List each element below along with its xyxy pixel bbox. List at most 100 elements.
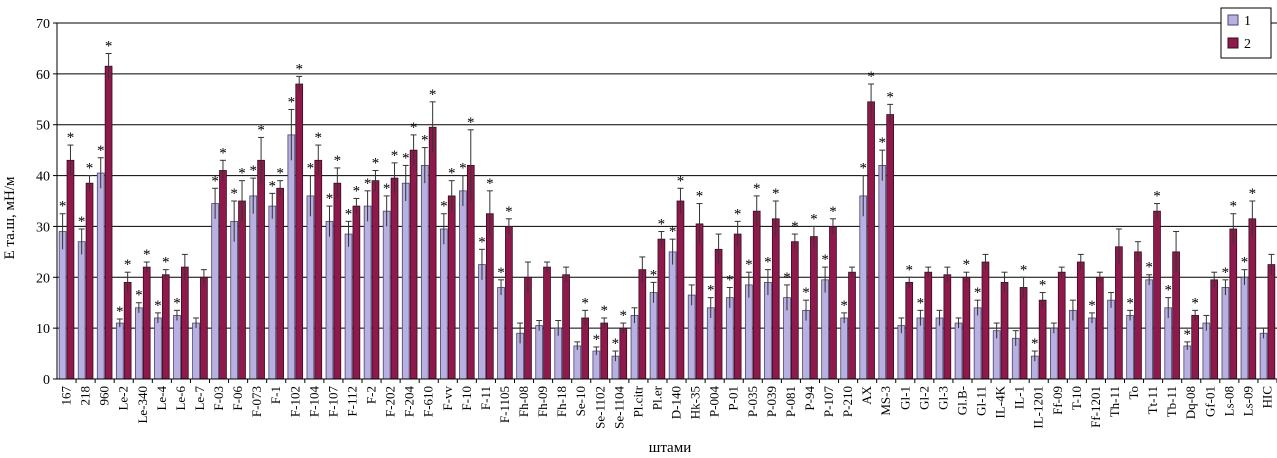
bar-series-1 xyxy=(230,220,238,380)
bar-series-2 xyxy=(1057,271,1066,380)
significance-star: * xyxy=(1249,186,1257,202)
x-tick-label: Le-6 xyxy=(173,386,188,411)
bar-series-1 xyxy=(973,307,982,380)
bar-series-1 xyxy=(115,322,124,380)
significance-star: * xyxy=(734,206,742,222)
significance-star: * xyxy=(1222,265,1230,281)
x-tick-label: F-1 xyxy=(268,386,283,404)
bar-series-2 xyxy=(1229,228,1238,380)
x-tick-label: Se-1102 xyxy=(592,386,607,429)
bar-series-2 xyxy=(924,271,933,380)
bar-series-1 xyxy=(1107,299,1115,380)
legend-swatch-series-1 xyxy=(1227,14,1239,26)
significance-star: * xyxy=(402,150,410,166)
error-bars xyxy=(59,53,1275,362)
x-tick-label: Se-10 xyxy=(573,386,588,416)
legend-label-series-1: 1 xyxy=(1244,14,1251,29)
x-tick-label: Hk-35 xyxy=(688,386,703,419)
bar-series-1 xyxy=(1145,279,1153,380)
x-tick-label: F-073 xyxy=(249,386,264,417)
x-tick-label: Le-2 xyxy=(116,386,131,411)
x-tick-label: F-vv xyxy=(440,386,455,411)
x-tick-label: Tb-11 xyxy=(1164,386,1179,417)
bar-series-1 xyxy=(1164,307,1173,380)
bars xyxy=(58,65,1276,380)
significance-star: * xyxy=(696,189,704,205)
x-tick-label: F-107 xyxy=(325,386,340,418)
bar-series-1 xyxy=(135,307,143,380)
significance-star: * xyxy=(620,308,628,324)
bar-series-2 xyxy=(1019,287,1028,380)
bar-series-2 xyxy=(161,274,170,380)
x-tick-label: F-06 xyxy=(230,386,245,411)
significance-star: * xyxy=(886,89,894,105)
bar-series-2 xyxy=(1000,281,1009,380)
bar-series-1 xyxy=(154,317,162,380)
bar-series-2 xyxy=(543,266,551,380)
x-tick-label: Fh-09 xyxy=(535,386,550,417)
significance-star: * xyxy=(879,135,887,151)
x-axis-title: штами xyxy=(649,440,691,456)
significance-star: * xyxy=(295,61,303,77)
bar-series-2 xyxy=(104,65,113,380)
bar-series-2 xyxy=(447,195,456,380)
significance-star: * xyxy=(593,332,601,348)
x-tick-label: F-102 xyxy=(287,386,302,417)
y-tick-labels: 0 10 20 30 40 50 60 70 xyxy=(36,17,50,388)
significance-star: * xyxy=(67,130,75,146)
significance-star: * xyxy=(135,288,143,304)
x-tick-label: P-035 xyxy=(745,386,760,417)
x-tick-label: P-107 xyxy=(821,386,836,418)
significance-star: * xyxy=(429,87,437,103)
significance-star: * xyxy=(345,206,353,222)
bar-series-2 xyxy=(791,241,799,380)
x-tick-label: IL-1 xyxy=(1012,386,1027,409)
significance-star: * xyxy=(840,298,848,314)
bar-series-2 xyxy=(276,187,284,380)
bar-series-2 xyxy=(581,317,589,380)
x-tick-label: P-01 xyxy=(726,386,741,411)
x-tick-label: P-210 xyxy=(840,386,855,417)
significance-star: * xyxy=(154,298,162,314)
significance-star: * xyxy=(1241,255,1249,271)
significance-star: * xyxy=(249,163,257,179)
bar-series-1 xyxy=(840,317,848,380)
bar-series-1 xyxy=(1221,287,1230,380)
bar-series-1 xyxy=(1183,345,1192,380)
bar-series-1 xyxy=(706,307,715,380)
x-tick-label: F-10 xyxy=(459,386,474,411)
bar-series-1 xyxy=(916,317,925,380)
bar-series-1 xyxy=(401,182,410,380)
significance-star: * xyxy=(810,211,818,227)
x-tick-label: Gf-01 xyxy=(1202,386,1217,417)
significance-star: * xyxy=(105,39,113,55)
significance-star: * xyxy=(612,336,620,352)
significance-star: * xyxy=(421,133,429,149)
significance-star: * xyxy=(97,143,105,159)
bar-series-2 xyxy=(562,274,570,380)
bar-series-2 xyxy=(1096,276,1104,380)
significance-star: * xyxy=(1153,189,1161,205)
bar-series-1 xyxy=(668,251,677,380)
x-tick-label: Le-7 xyxy=(192,386,207,411)
significance-star: * xyxy=(1184,327,1192,343)
significance-star: * xyxy=(238,166,246,182)
significance-star: * xyxy=(230,186,238,202)
x-tick-label: Tt-11 xyxy=(1145,386,1160,414)
significance-star: * xyxy=(459,161,467,177)
x-tick-label: P-039 xyxy=(764,386,779,417)
legend-label-series-2: 2 xyxy=(1244,37,1251,52)
bar-series-1 xyxy=(459,190,467,380)
significance-star: * xyxy=(505,204,513,220)
bar-series-2 xyxy=(371,180,380,380)
x-tick-label: Th-11 xyxy=(1107,386,1122,417)
significance-star: * xyxy=(1126,295,1134,311)
significance-star: * xyxy=(219,145,227,161)
significance-star: * xyxy=(59,199,67,215)
significance-star: * xyxy=(772,186,780,202)
bar-series-2 xyxy=(1153,210,1161,380)
y-tick-label: 70 xyxy=(36,17,50,32)
bar-series-2 xyxy=(771,218,780,380)
significance-star: * xyxy=(288,94,296,110)
